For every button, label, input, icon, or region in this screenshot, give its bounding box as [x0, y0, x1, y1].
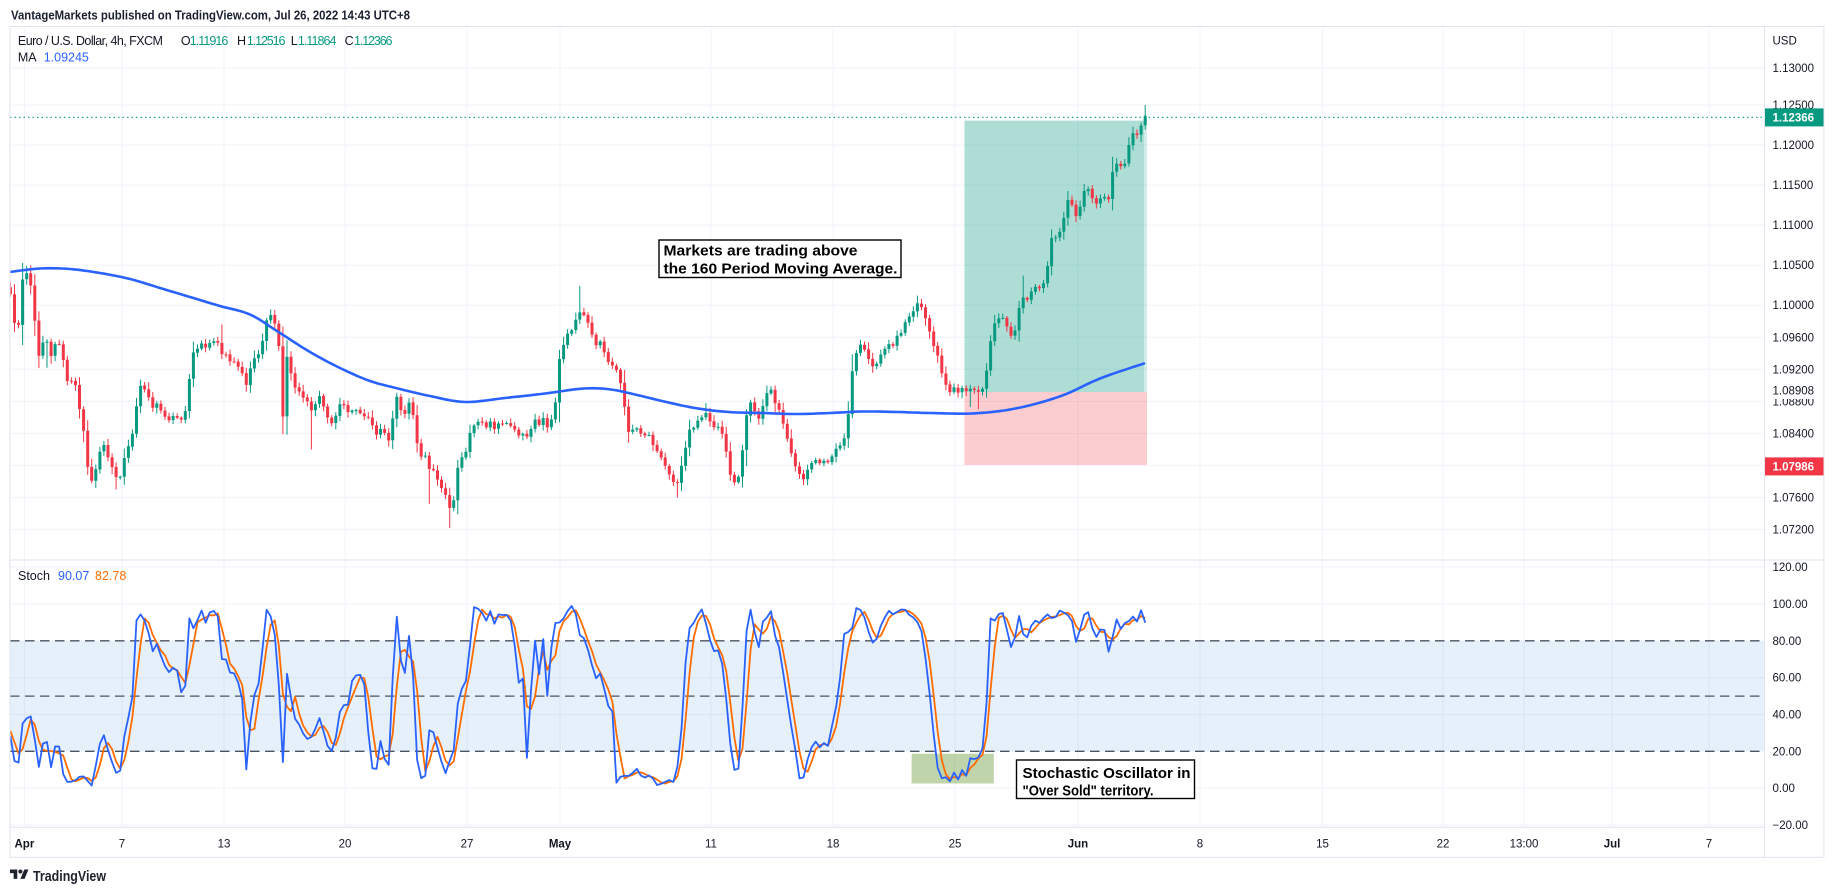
svg-text:13:00: 13:00 [1510, 839, 1539, 851]
svg-text:1.09200: 1.09200 [1773, 364, 1815, 376]
svg-text:Stochastic Oscillator in: Stochastic Oscillator in [1023, 765, 1191, 782]
svg-text:1.11500: 1.11500 [1773, 180, 1814, 192]
svg-text:120.00: 120.00 [1773, 562, 1808, 574]
svg-text:USD: USD [1773, 36, 1797, 48]
svg-text:1.12516: 1.12516 [247, 34, 286, 48]
svg-text:1.07986: 1.07986 [1773, 461, 1815, 473]
svg-text:27: 27 [461, 839, 474, 851]
svg-text:100.00: 100.00 [1773, 599, 1808, 611]
svg-text:1.13000: 1.13000 [1773, 63, 1815, 75]
svg-text:8: 8 [1197, 839, 1203, 851]
svg-text:7: 7 [1706, 839, 1712, 851]
svg-text:40.00: 40.00 [1773, 710, 1802, 722]
svg-text:15: 15 [1316, 839, 1329, 851]
svg-text:60.00: 60.00 [1773, 673, 1802, 685]
svg-text:1.09600: 1.09600 [1773, 332, 1815, 344]
svg-text:MA: MA [18, 51, 37, 65]
svg-text:20: 20 [339, 839, 352, 851]
svg-text:Markets are trading above: Markets are trading above [664, 243, 858, 260]
svg-text:90.07: 90.07 [58, 569, 89, 583]
svg-text:7: 7 [119, 839, 125, 851]
svg-text:1.10000: 1.10000 [1773, 300, 1815, 312]
svg-text:22: 22 [1437, 839, 1450, 851]
svg-text:0.00: 0.00 [1773, 783, 1795, 795]
svg-text:1.11916: 1.11916 [190, 34, 229, 48]
svg-text:Jun: Jun [1068, 839, 1088, 851]
svg-text:the 160 Period Moving Average.: the 160 Period Moving Average. [664, 260, 898, 277]
svg-text:1.08800: 1.08800 [1773, 396, 1815, 408]
svg-text:25: 25 [949, 839, 962, 851]
svg-text:Jul: Jul [1604, 839, 1621, 851]
svg-text:Stoch: Stoch [18, 569, 50, 583]
svg-text:O: O [181, 34, 191, 48]
svg-text:1.08908: 1.08908 [1773, 386, 1815, 398]
svg-text:C: C [345, 34, 354, 48]
svg-text:VantageMarkets published on Tr: VantageMarkets published on TradingView.… [11, 8, 410, 23]
svg-text:82.78: 82.78 [95, 569, 126, 583]
svg-text:11: 11 [705, 839, 717, 851]
svg-text:20.00: 20.00 [1773, 746, 1802, 758]
svg-text:1.12366: 1.12366 [354, 34, 393, 48]
svg-text:Apr: Apr [14, 839, 34, 851]
svg-text:80.00: 80.00 [1773, 636, 1802, 648]
svg-text:1.10500: 1.10500 [1773, 260, 1815, 272]
svg-text:TradingView: TradingView [33, 869, 107, 885]
svg-text:Euro / U.S. Dollar, 4h, FXCM: Euro / U.S. Dollar, 4h, FXCM [18, 34, 163, 48]
svg-text:13: 13 [218, 839, 231, 851]
svg-text:May: May [549, 839, 572, 851]
svg-text:−20.00: −20.00 [1773, 820, 1809, 832]
svg-text:18: 18 [827, 839, 840, 851]
svg-text:1.11864: 1.11864 [298, 34, 337, 48]
svg-text:1.07200: 1.07200 [1773, 525, 1815, 537]
svg-text:1.12366: 1.12366 [1773, 112, 1815, 124]
svg-text:"Over Sold" territory.: "Over Sold" territory. [1023, 783, 1154, 800]
svg-text:L: L [291, 34, 298, 48]
svg-text:1.07600: 1.07600 [1773, 493, 1815, 505]
svg-text:1.08400: 1.08400 [1773, 428, 1815, 440]
svg-text:H: H [237, 34, 246, 48]
svg-text:1.09245: 1.09245 [44, 51, 89, 65]
svg-text:1.11000: 1.11000 [1773, 220, 1814, 232]
svg-text:1.12000: 1.12000 [1773, 140, 1815, 152]
